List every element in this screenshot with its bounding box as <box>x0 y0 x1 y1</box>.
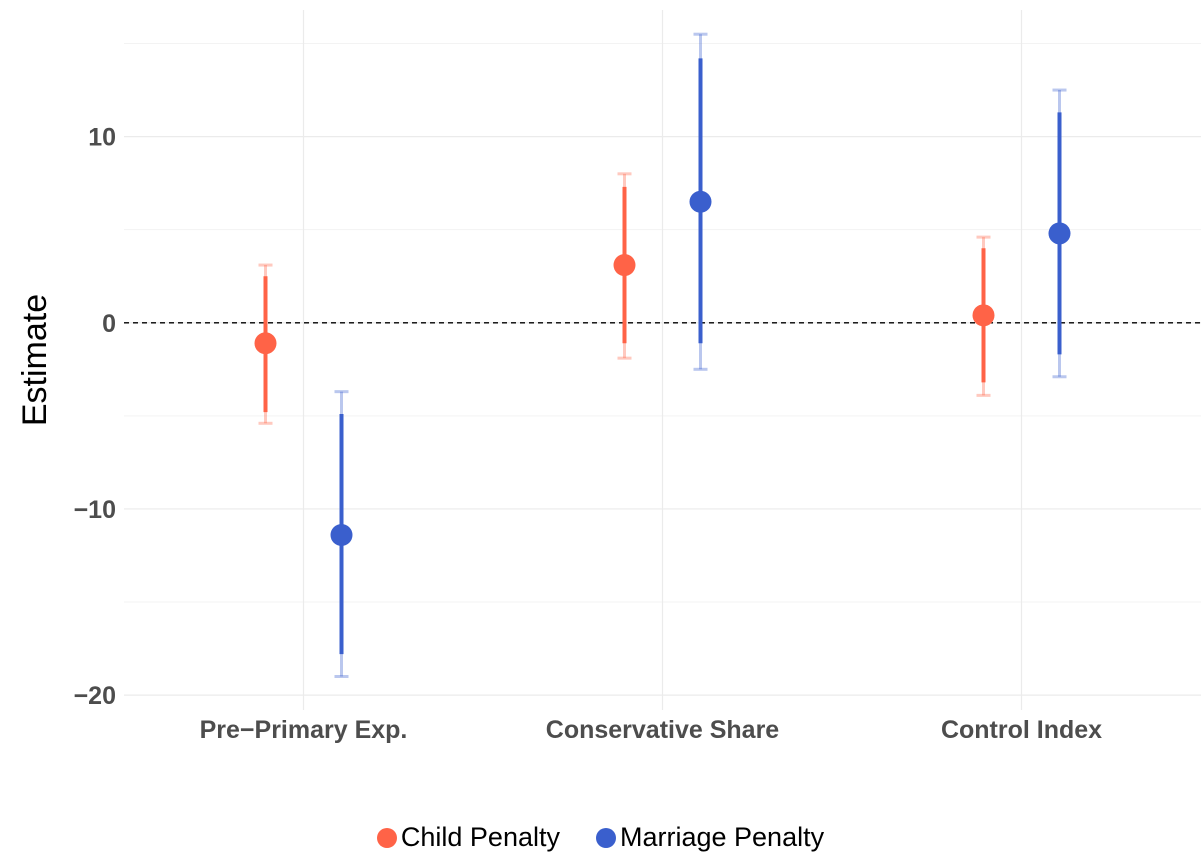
legend-swatch-marriage-penalty <box>595 827 616 848</box>
marriage-penalty-point <box>1048 222 1071 245</box>
grid <box>124 10 1201 710</box>
legend-label-marriage-penalty: Marriage Penalty <box>619 822 825 852</box>
legend-item-marriage-penalty: Marriage Penalty <box>595 822 825 853</box>
y-tick-label: 0 <box>102 310 116 338</box>
y-tick-label: −20 <box>74 682 116 710</box>
legend-label-child-penalty: Child Penalty <box>400 822 560 852</box>
y-tick-label: −10 <box>74 496 116 524</box>
child-penalty-point <box>972 304 995 327</box>
child-penalty-point <box>613 254 636 277</box>
x-tick-label: Control Index <box>941 716 1102 744</box>
axis-ticks: −20 −10 0 10 Pre−Primary Exp. Conservative Sh… <box>74 124 1103 744</box>
child-penalty-point <box>254 332 277 355</box>
chart-marks <box>254 32 1071 678</box>
marriage-penalty-point <box>689 190 712 213</box>
y-tick-label: 10 <box>88 124 116 152</box>
legend: Child Penalty Marriage Penalty <box>0 822 1201 853</box>
legend-item-child-penalty: Child Penalty <box>376 822 560 853</box>
legend-swatch-child-penalty <box>376 827 397 848</box>
x-tick-label: Conservative Share <box>546 716 780 744</box>
x-tick-label: Pre−Primary Exp. <box>200 716 408 744</box>
marriage-penalty-point <box>330 524 353 546</box>
y-axis-label: Estimate <box>16 294 54 426</box>
